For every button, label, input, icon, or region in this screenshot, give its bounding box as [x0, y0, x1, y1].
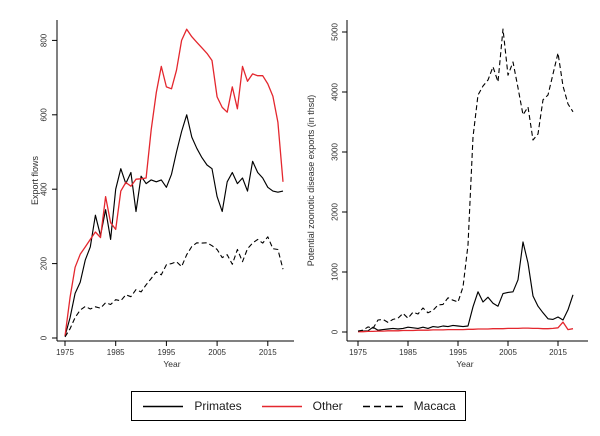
- x-tick-label: 1995: [449, 348, 467, 357]
- x-tick-label: 1975: [349, 348, 367, 357]
- x-tick-label: 1985: [107, 348, 125, 357]
- y-axis-title: Potential zoonotic disease exports (in t…: [306, 95, 316, 267]
- legend-item-other: Other: [260, 399, 343, 413]
- x-tick-label: 1995: [158, 348, 176, 357]
- x-axis-title: Year: [456, 359, 473, 369]
- other-series-line-left: [64, 28, 284, 337]
- y-tick-label: 2000: [331, 203, 340, 221]
- y-tick-label: 0: [40, 335, 49, 340]
- legend-label-primates: Primates: [194, 399, 242, 413]
- y-axis-title: Export flows: [30, 155, 40, 205]
- y-tick-label: 3000: [331, 143, 340, 161]
- panel-left: 0 200 400 600 800 1975 1985 1995 2005 2015 Export …: [30, 20, 294, 369]
- panel-right: 0 1000 2000 3000 4000 5000 1975 1985 1995 2005 201…: [306, 20, 588, 369]
- macaca-line-sample-icon: [362, 405, 403, 407]
- primates-line-sample-icon: [143, 405, 184, 407]
- legend: Primates Other Macaca: [131, 391, 466, 421]
- x-tick-label: 2015: [259, 348, 277, 357]
- x-tick-label: 2015: [549, 348, 567, 357]
- x-tick-label: 1975: [56, 348, 74, 357]
- y-tick-label: 0: [331, 329, 340, 334]
- y-tick-label: 1000: [331, 263, 340, 281]
- x-axis-title: Year: [163, 359, 180, 369]
- y-tick-label: 800: [40, 33, 49, 47]
- x-tick-label: 1985: [399, 348, 417, 357]
- legend-item-primates: Primates: [141, 399, 242, 413]
- x-tick-label: 2005: [499, 348, 517, 357]
- macaca-series-line-left: [64, 236, 284, 338]
- y-tick-label: 600: [40, 108, 49, 122]
- legend-item-macaca: Macaca: [361, 399, 456, 413]
- macaca-series-line-right: [357, 28, 574, 332]
- other-series-line-right: [358, 321, 574, 333]
- legend-label-macaca: Macaca: [413, 399, 456, 413]
- y-tick-label: 5000: [331, 23, 340, 41]
- y-tick-label: 4000: [331, 83, 340, 101]
- x-tick-label: 2005: [208, 348, 226, 357]
- y-tick-label: 400: [40, 182, 49, 196]
- y-tick-label: 200: [40, 256, 49, 270]
- primates-series-line-left: [64, 114, 284, 337]
- other-line-sample-icon: [261, 405, 302, 407]
- primates-series-line-right: [357, 241, 574, 332]
- legend-label-other: Other: [312, 399, 343, 413]
